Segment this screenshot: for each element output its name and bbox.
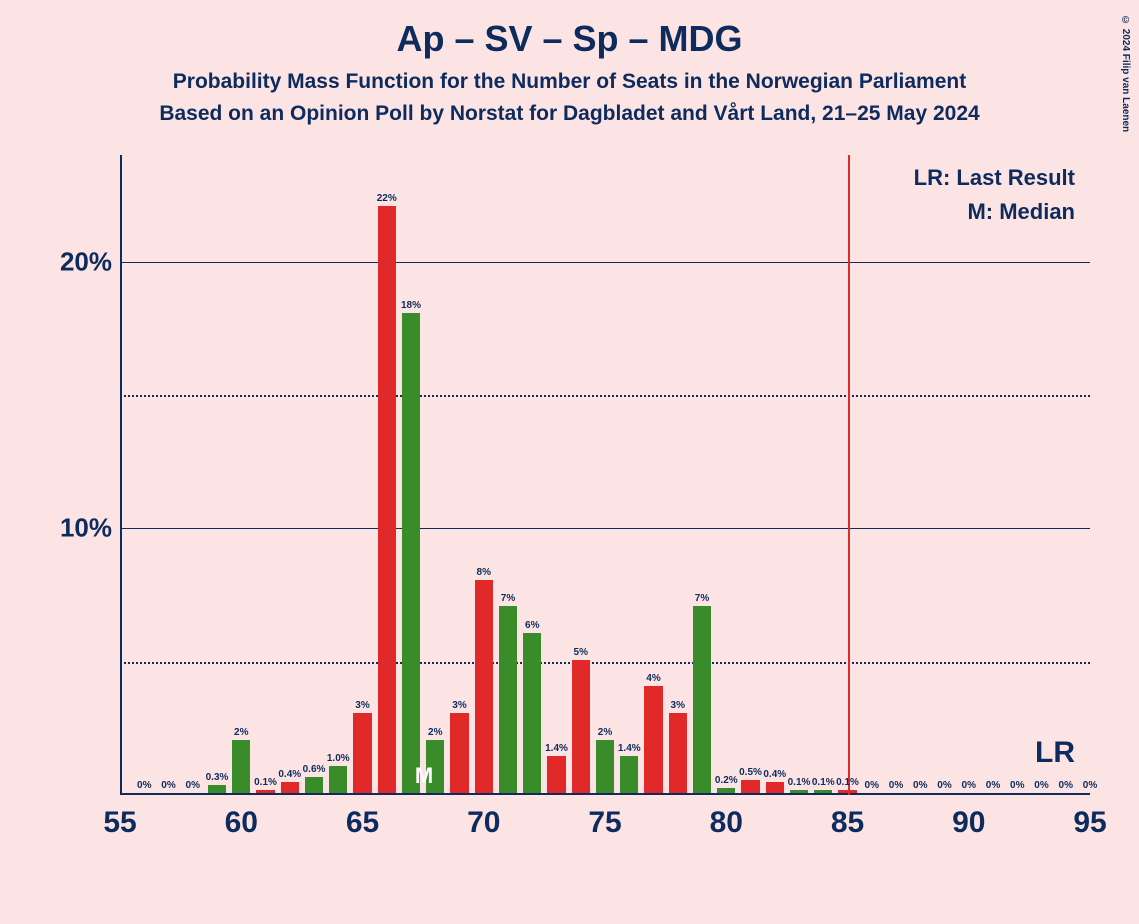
bar: 7% bbox=[693, 606, 711, 793]
bar-value-label: 0.5% bbox=[739, 767, 762, 778]
x-axis-line bbox=[120, 793, 1090, 795]
bar-value-label: 1.4% bbox=[545, 743, 568, 754]
bar: 0.4% bbox=[281, 782, 299, 793]
bar: 3% bbox=[669, 713, 687, 793]
bar-value-label: 0% bbox=[865, 780, 879, 791]
xtick-label: 90 bbox=[952, 806, 985, 840]
bar: 22% bbox=[378, 206, 396, 793]
bar-value-label: 0% bbox=[161, 780, 175, 791]
bar: 0.1% bbox=[256, 790, 274, 793]
bar-value-label: 8% bbox=[477, 567, 491, 578]
bar-value-label: 0% bbox=[986, 780, 1000, 791]
bar: 0.4% bbox=[766, 782, 784, 793]
bar: 1.0% bbox=[329, 766, 347, 793]
bar-value-label: 2% bbox=[598, 727, 612, 738]
bar: 0.3% bbox=[208, 785, 226, 793]
bar-value-label: 0% bbox=[186, 780, 200, 791]
bar-value-label: 0% bbox=[1083, 780, 1097, 791]
copyright-text: © 2024 Filip van Laenen bbox=[1120, 15, 1131, 132]
chart-title: Ap – SV – Sp – MDG bbox=[0, 18, 1139, 60]
chart-subtitle-1: Probability Mass Function for the Number… bbox=[0, 70, 1139, 94]
bar: 7% bbox=[499, 606, 517, 793]
bar: 0.1% bbox=[790, 790, 808, 793]
bar: 0.1% bbox=[838, 790, 856, 793]
bar-value-label: 0.1% bbox=[788, 777, 811, 788]
gridline-major bbox=[120, 262, 1090, 263]
bar: 6% bbox=[523, 633, 541, 793]
median-marker: M bbox=[415, 763, 433, 789]
chart-legend: LR: Last Result M: Median bbox=[914, 165, 1075, 233]
bar-value-label: 5% bbox=[574, 647, 588, 658]
bar: 2% bbox=[596, 740, 614, 793]
bar: 0.2% bbox=[717, 788, 735, 793]
bar: 0.1% bbox=[814, 790, 832, 793]
y-axis-line bbox=[120, 155, 122, 795]
bar-value-label: 18% bbox=[401, 300, 421, 311]
bar-value-label: 0.6% bbox=[303, 764, 326, 775]
xtick-label: 65 bbox=[346, 806, 379, 840]
bar-value-label: 0.4% bbox=[278, 769, 301, 780]
bar-value-label: 0% bbox=[937, 780, 951, 791]
bar: 4% bbox=[644, 686, 662, 793]
bar-value-label: 2% bbox=[428, 727, 442, 738]
bar-value-label: 1.4% bbox=[618, 743, 641, 754]
legend-lr: LR: Last Result bbox=[914, 165, 1075, 191]
bar: 18% bbox=[402, 313, 420, 793]
bar: 8% bbox=[475, 580, 493, 793]
legend-m: M: Median bbox=[914, 199, 1075, 225]
ytick-label: 10% bbox=[12, 513, 112, 544]
bar-value-label: 0% bbox=[137, 780, 151, 791]
xtick-label: 60 bbox=[225, 806, 258, 840]
bar-value-label: 0% bbox=[1059, 780, 1073, 791]
bar-value-label: 0% bbox=[962, 780, 976, 791]
chart-subtitle-2: Based on an Opinion Poll by Norstat for … bbox=[0, 102, 1139, 126]
lr-label: LR bbox=[1035, 736, 1075, 770]
bar-value-label: 0% bbox=[889, 780, 903, 791]
bar: 1.4% bbox=[547, 756, 565, 793]
bar-value-label: 0.2% bbox=[715, 775, 738, 786]
xtick-label: 85 bbox=[831, 806, 864, 840]
bar-value-label: 7% bbox=[501, 593, 515, 604]
bar-value-label: 22% bbox=[377, 193, 397, 204]
gridline-major bbox=[120, 528, 1090, 529]
bar-value-label: 0.1% bbox=[254, 777, 277, 788]
bar-value-label: 0.1% bbox=[836, 777, 859, 788]
bar-value-label: 0.1% bbox=[812, 777, 835, 788]
bar-value-label: 0% bbox=[913, 780, 927, 791]
xtick-label: 70 bbox=[467, 806, 500, 840]
xtick-label: 55 bbox=[103, 806, 136, 840]
lr-reference-line bbox=[848, 155, 850, 795]
bar: 2% bbox=[232, 740, 250, 793]
bar: 0.6% bbox=[305, 777, 323, 793]
xtick-label: 75 bbox=[588, 806, 621, 840]
bar: 1.4% bbox=[620, 756, 638, 793]
bar-value-label: 3% bbox=[355, 700, 369, 711]
xtick-label: 80 bbox=[710, 806, 743, 840]
bar: 3% bbox=[353, 713, 371, 793]
bar-value-label: 0% bbox=[1034, 780, 1048, 791]
bar: 5% bbox=[572, 660, 590, 793]
bar-value-label: 2% bbox=[234, 727, 248, 738]
bar-value-label: 0.3% bbox=[206, 772, 229, 783]
bar: 0.5% bbox=[741, 780, 759, 793]
gridline-minor bbox=[120, 662, 1090, 664]
bar-value-label: 7% bbox=[695, 593, 709, 604]
bar-value-label: 1.0% bbox=[327, 753, 350, 764]
bar-value-label: 0.4% bbox=[763, 769, 786, 780]
bar-value-label: 6% bbox=[525, 620, 539, 631]
bar-value-label: 3% bbox=[452, 700, 466, 711]
ytick-label: 20% bbox=[12, 246, 112, 277]
gridline-minor bbox=[120, 395, 1090, 397]
bar: 3% bbox=[450, 713, 468, 793]
chart-plot-area: LR: Last Result M: Median 10%20%55606570… bbox=[120, 155, 1090, 795]
bar-value-label: 4% bbox=[646, 673, 660, 684]
bar-value-label: 0% bbox=[1010, 780, 1024, 791]
bar-value-label: 3% bbox=[671, 700, 685, 711]
xtick-label: 95 bbox=[1073, 806, 1106, 840]
